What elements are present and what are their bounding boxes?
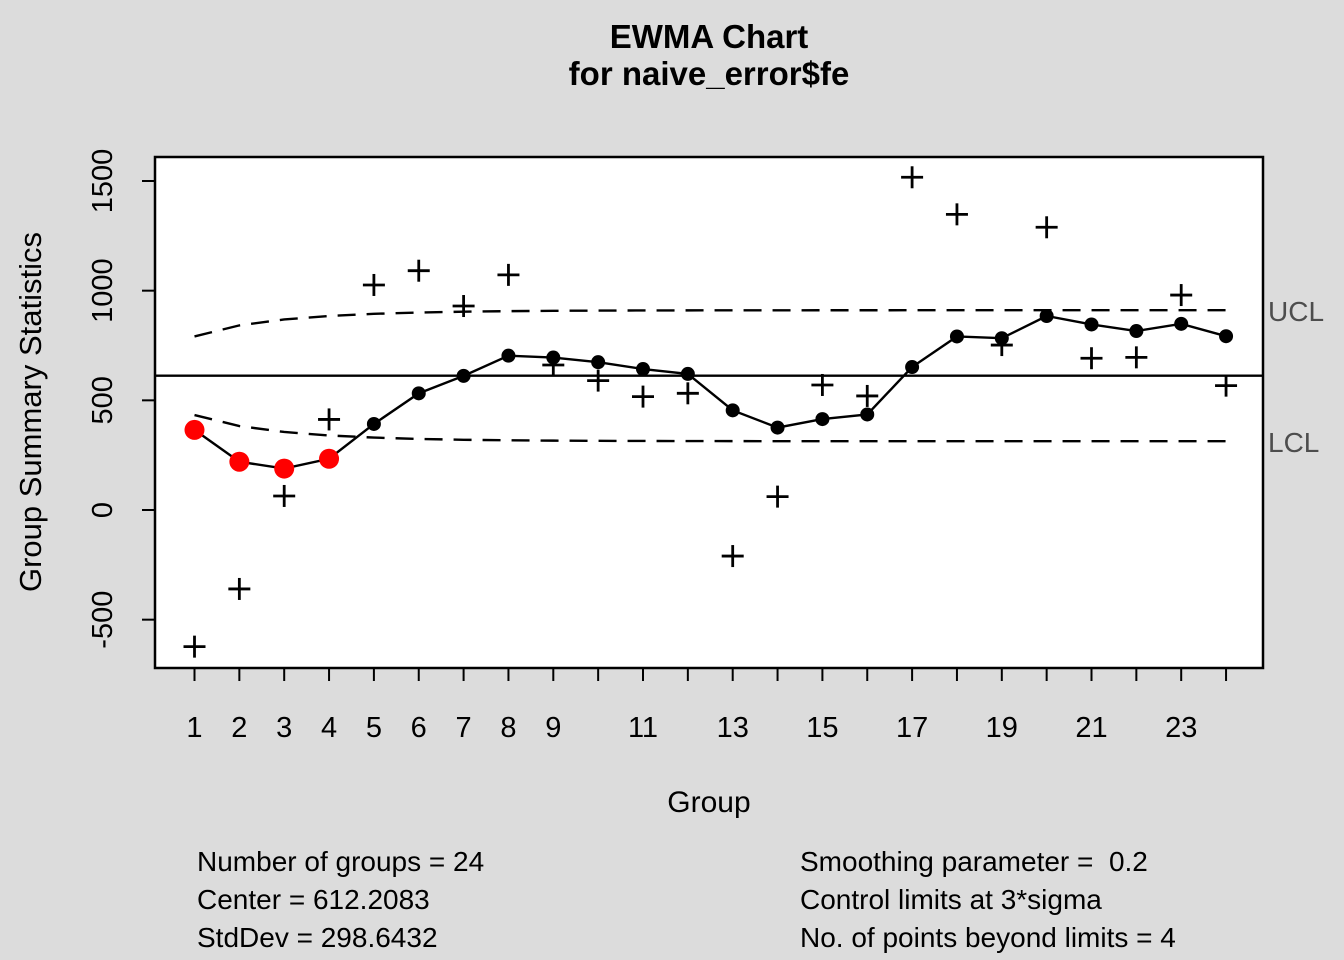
stat-control-limits: Control limits at 3*sigma xyxy=(800,884,1102,915)
plot-border xyxy=(153,155,1265,670)
ewma-point xyxy=(456,368,471,383)
stat-points-beyond-limits: No. of points beyond limits = 4 xyxy=(800,922,1176,953)
stat-center: Center = 612.2083 xyxy=(197,884,430,915)
ewma-point xyxy=(1129,324,1144,339)
ewma-point xyxy=(411,386,426,401)
x-tick-label: 21 xyxy=(1075,712,1107,744)
ewma-point xyxy=(1174,316,1189,331)
x-tick-label: 4 xyxy=(321,712,337,744)
x-tick-label: 1 xyxy=(186,712,202,744)
ewma-point xyxy=(905,360,920,375)
stats-left-column: Number of groups = 24 Center = 612.2083 … xyxy=(197,843,484,957)
ewma-point xyxy=(1039,309,1054,324)
ucl-label: UCL xyxy=(1268,296,1325,327)
ewma-point xyxy=(949,329,964,344)
ewma-point xyxy=(1084,317,1099,332)
stat-number-of-groups: Number of groups = 24 xyxy=(197,846,485,877)
ewma-point-beyond-limit xyxy=(319,448,340,469)
ewma-point-beyond-limit xyxy=(274,458,295,479)
ewma-point-beyond-limit xyxy=(184,419,205,440)
ewma-point xyxy=(770,420,785,435)
y-tick-label: -500 xyxy=(87,591,119,649)
x-tick-label: 19 xyxy=(986,712,1018,744)
ewma-point xyxy=(815,412,830,427)
ewma-point xyxy=(680,366,695,381)
y-tick-label: 0 xyxy=(87,502,119,518)
x-tick-label: 8 xyxy=(500,712,516,744)
x-tick-label: 23 xyxy=(1165,712,1197,744)
x-tick-label: 3 xyxy=(276,712,292,744)
x-tick-label: 9 xyxy=(545,712,561,744)
stat-smoothing-parameter: Smoothing parameter = 0.2 xyxy=(800,846,1148,877)
y-tick-label: 500 xyxy=(87,376,119,424)
ewma-point xyxy=(725,403,740,418)
x-tick-label: 7 xyxy=(456,712,472,744)
y-tick-label: 1500 xyxy=(87,149,119,214)
x-tick-label: 15 xyxy=(806,712,838,744)
x-tick-label: 11 xyxy=(628,712,658,744)
ewma-line xyxy=(193,314,1227,470)
x-tick-label: 17 xyxy=(896,712,928,744)
ewma-point xyxy=(501,348,516,363)
ewma-point xyxy=(1219,329,1234,344)
x-tick-label: 13 xyxy=(717,712,749,744)
ewma-point xyxy=(546,350,561,365)
stat-stddev: StdDev = 298.6432 xyxy=(197,922,438,953)
ewma-point-beyond-limit xyxy=(229,451,250,472)
y-tick-label: 1000 xyxy=(87,258,119,323)
plot-background xyxy=(155,157,1263,668)
chart-subtitle: for naive_error$fe xyxy=(568,55,850,92)
x-tick-label: 5 xyxy=(366,712,382,744)
ewma-point xyxy=(591,355,606,370)
chart-title-block: EWMA Chart for naive_error$fe xyxy=(155,18,1263,92)
x-tick-label: 2 xyxy=(231,712,247,744)
ewma-point xyxy=(860,407,875,422)
x-tick-label: 6 xyxy=(411,712,427,744)
y-axis-title: Group Summary Statistics xyxy=(13,231,48,593)
x-axis-title: Group xyxy=(667,786,751,819)
ewma-point xyxy=(994,331,1009,346)
chart-title: EWMA Chart xyxy=(609,18,809,55)
ewma-point xyxy=(366,416,381,431)
lcl-label: LCL xyxy=(1268,427,1320,458)
stats-right-column: Smoothing parameter = 0.2 Control limits… xyxy=(800,843,1176,957)
ewma-point xyxy=(636,362,650,377)
